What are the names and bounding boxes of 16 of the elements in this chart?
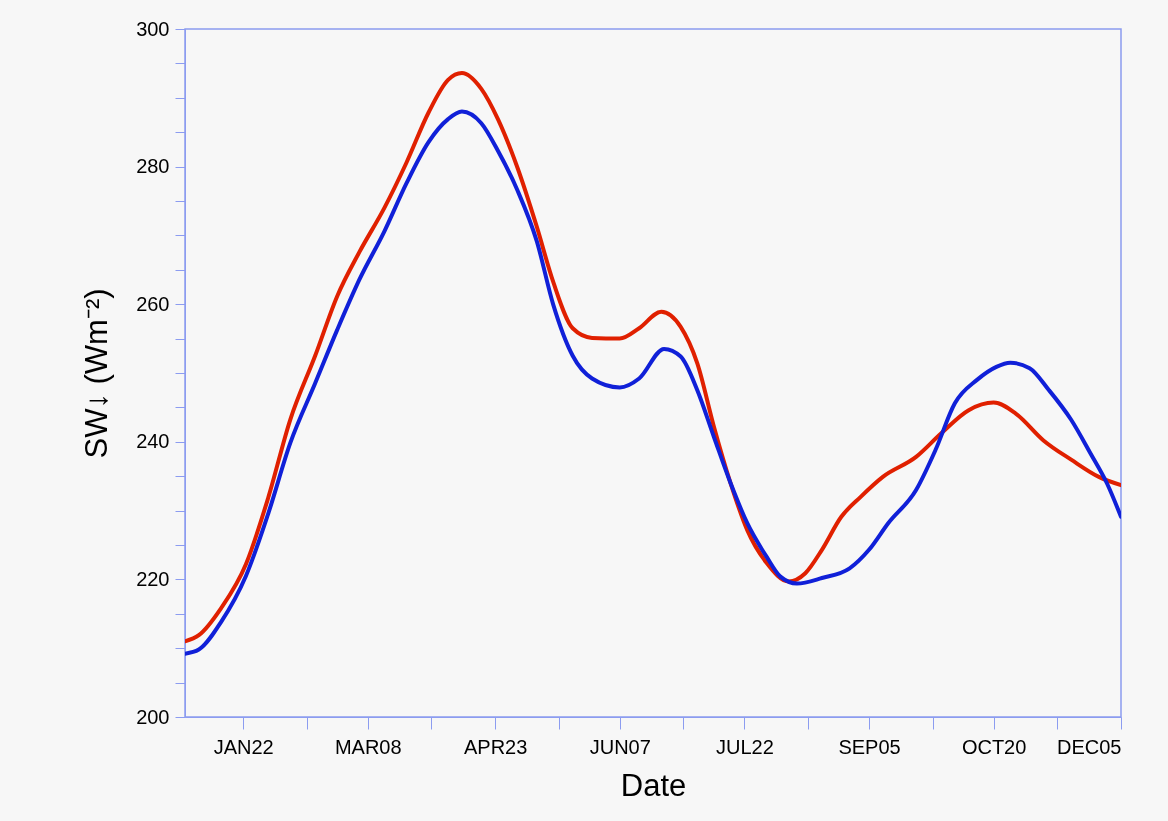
y-tick-label: 200 (136, 705, 170, 728)
y-tick-label: 300 (136, 17, 170, 40)
y-axis-title: SW↓ (Wm⁻²) (79, 288, 115, 459)
y-tick-label: 240 (136, 430, 170, 453)
x-tick-label: JUL22 (715, 735, 774, 758)
x-tick-label: JUN07 (589, 735, 651, 758)
x-tick-label: OCT20 (961, 735, 1027, 758)
y-tick-label: 220 (136, 567, 170, 590)
x-tick-label: DEC05 (1057, 735, 1122, 758)
y-tick-label: 280 (136, 155, 170, 178)
x-tick-label: MAR08 (334, 735, 402, 758)
x-tick-label: SEP05 (838, 735, 901, 758)
x-axis-title: Date (620, 767, 687, 803)
x-tick-label: APR23 (463, 735, 528, 758)
x-tick-label: JAN22 (213, 735, 274, 758)
y-tick-label: 260 (136, 292, 170, 315)
